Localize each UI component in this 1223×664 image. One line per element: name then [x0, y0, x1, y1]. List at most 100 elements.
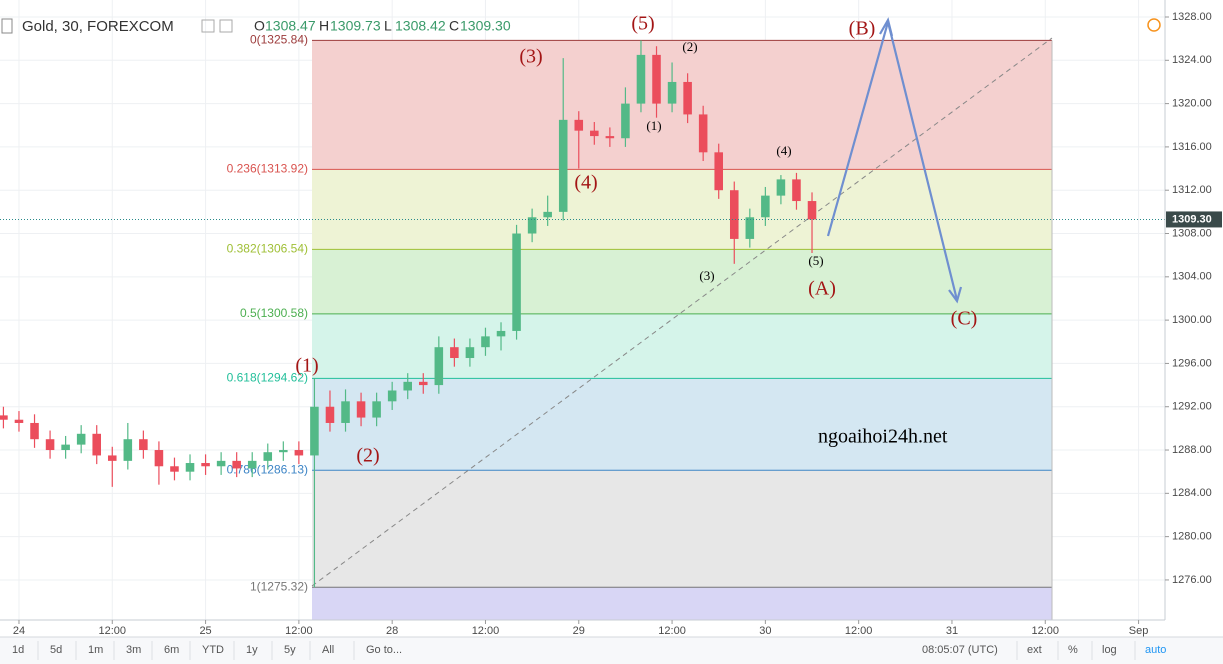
- candle-body: [61, 444, 70, 451]
- range-button[interactable]: 1d: [12, 644, 24, 656]
- fib-band: [312, 313, 1052, 379]
- icon: [1, 18, 13, 34]
- option-button[interactable]: auto: [1145, 644, 1166, 656]
- candle-body: [325, 406, 335, 423]
- candle-body: [14, 419, 24, 423]
- candle-body: [232, 460, 241, 469]
- candle-body: [123, 439, 133, 461]
- candle-body: [30, 422, 39, 440]
- range-button[interactable]: 5d: [50, 644, 62, 656]
- y-tick-label: 1300.00: [1172, 314, 1212, 326]
- range-button[interactable]: 3m: [126, 644, 141, 656]
- y-tick-label: 1284.00: [1172, 487, 1212, 499]
- fib-band: [312, 249, 1052, 314]
- fib-label: 0.5(1300.58): [240, 306, 308, 320]
- candle-body: [450, 347, 459, 359]
- y-tick-label: 1280.00: [1172, 531, 1212, 543]
- candle-body: [496, 330, 506, 337]
- y-tick-label: 1304.00: [1172, 271, 1212, 283]
- clock: 08:05:07 (UTC): [922, 644, 998, 656]
- candle-body: [558, 119, 568, 212]
- ohlc-value: 1309.73: [330, 18, 381, 34]
- fib-label: 0.236(1313.92): [227, 162, 308, 176]
- candle-body: [201, 463, 210, 467]
- wave-label: (3): [699, 268, 714, 283]
- candles: [0, 40, 1165, 588]
- candle-body: [667, 81, 677, 104]
- candle-body: [621, 103, 630, 139]
- x-tick-label: 30: [759, 625, 771, 637]
- candle-body: [216, 460, 226, 467]
- candle-body: [294, 450, 304, 456]
- candle-body: [45, 439, 55, 451]
- candle-body: [729, 190, 739, 239]
- y-tick-label: 1296.00: [1172, 357, 1212, 369]
- axes: 1276.00 1280.00 1284.00 1288.00 1292.00 1296.…: [13, 11, 1222, 637]
- x-tick-label: 12:00: [845, 625, 873, 637]
- fib-label: 0.618(1294.62): [227, 371, 308, 385]
- candle-body: [792, 179, 801, 202]
- ohlc-key: L: [384, 18, 392, 34]
- candle-body: [590, 130, 599, 137]
- arrow-head: [879, 17, 894, 37]
- fibonacci: 0(1325.84) 0.236(1313.92) 0.382(1306.54) 0.…: [227, 33, 1053, 620]
- range-button[interactable]: 5y: [284, 644, 296, 656]
- range-button[interactable]: YTD: [202, 644, 224, 656]
- candle-body: [512, 233, 521, 331]
- wave-label: (1): [646, 118, 661, 133]
- wave-label: (4): [574, 172, 597, 194]
- wave-label: (5): [808, 253, 823, 268]
- header: Gold, 30, FOREXCOM O 1308.47 H 1309.73 L 1308…: [1, 18, 511, 35]
- trend-line: [311, 37, 1053, 587]
- candle-body: [263, 452, 273, 461]
- x-tick-label: 12:00: [1032, 625, 1060, 637]
- candle-body: [543, 211, 552, 218]
- candle-body: [247, 460, 257, 469]
- candle-body: [310, 406, 319, 456]
- y-tick-label: 1320.00: [1172, 98, 1212, 110]
- x-tick-label: 12:00: [472, 625, 500, 637]
- x-tick-label: 12:00: [99, 625, 127, 637]
- ohlc-value: 1308.47: [265, 18, 316, 34]
- x-tick-label: 31: [946, 625, 958, 637]
- wave-label: (B): [849, 18, 876, 40]
- candle-body: [652, 54, 661, 104]
- candle-body: [807, 201, 817, 220]
- last-price-box: [1166, 211, 1222, 228]
- ohlc-key: C: [449, 18, 459, 34]
- y-tick-label: 1308.00: [1172, 227, 1212, 239]
- wave-label: (3): [519, 46, 542, 68]
- wave-label: (2): [356, 445, 379, 467]
- y-tick-label: 1328.00: [1172, 11, 1212, 23]
- candle-body: [465, 347, 475, 359]
- candle-body: [776, 179, 786, 196]
- ohlc-value: 1309.30: [460, 18, 511, 34]
- ohlc-value: 1308.42: [395, 18, 446, 34]
- range-button[interactable]: 1y: [246, 644, 258, 656]
- alert-icon[interactable]: [1147, 18, 1161, 32]
- y-tick-label: 1292.00: [1172, 401, 1212, 413]
- x-tick-label: 28: [386, 625, 398, 637]
- icon[interactable]: [201, 19, 215, 33]
- candle-body: [683, 81, 692, 115]
- range-button[interactable]: 1m: [88, 644, 103, 656]
- option-button[interactable]: log: [1102, 644, 1117, 656]
- wave-label: (5): [631, 13, 654, 35]
- x-tick-label: 29: [573, 625, 585, 637]
- range-button[interactable]: All: [322, 644, 334, 656]
- candle-body: [387, 390, 397, 402]
- option-button[interactable]: %: [1068, 644, 1078, 656]
- candle-body: [636, 54, 646, 104]
- goto-button[interactable]: Go to...: [366, 644, 402, 656]
- y-tick-label: 1312.00: [1172, 184, 1212, 196]
- range-button[interactable]: 6m: [164, 644, 179, 656]
- option-button[interactable]: ext: [1027, 644, 1042, 656]
- candle-body: [92, 433, 101, 456]
- icon[interactable]: [219, 19, 233, 33]
- toolbar: [0, 637, 1223, 664]
- fib-band: [312, 587, 1052, 620]
- annotations: (5) (3) (4) (1) (2) (B) (A) (C) (2) (1) (4) (3) (5): [295, 13, 977, 467]
- last-price-label: 1309.30: [1172, 213, 1212, 225]
- y-tick-label: 1316.00: [1172, 141, 1212, 153]
- candle-body: [698, 114, 708, 153]
